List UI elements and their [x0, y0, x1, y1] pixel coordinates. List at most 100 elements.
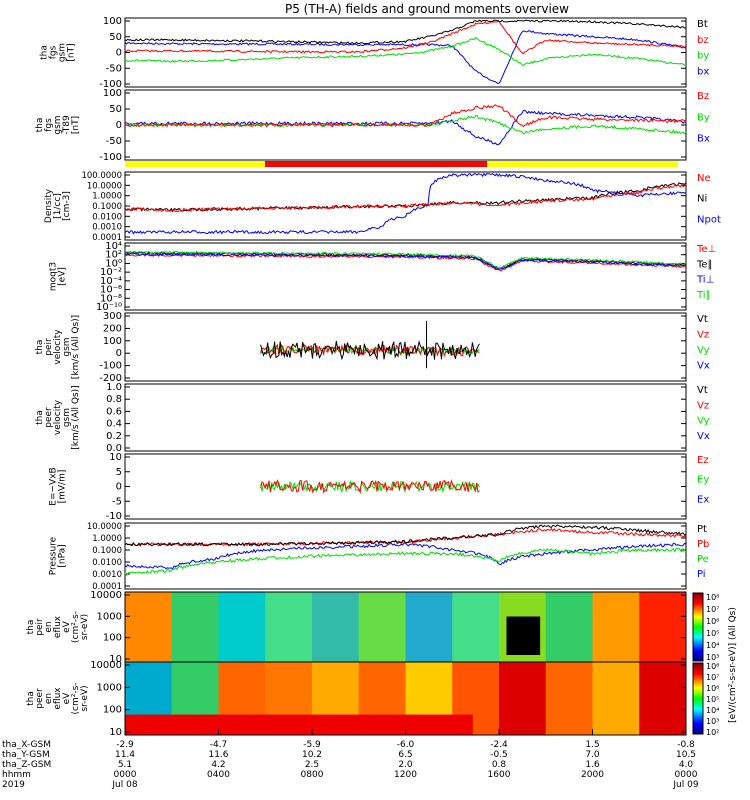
panel-density: 100.000010.00001.00000.10000.01000.00100… [44, 171, 721, 243]
spectrogram-band [639, 592, 687, 662]
axis-row-value: 1200 [394, 770, 417, 780]
y-axis-label: peer [44, 407, 54, 428]
y-axis-label: gsm [58, 43, 68, 62]
axis-row-value: 4.2 [211, 760, 225, 770]
y-tick-label: 0 [116, 120, 122, 131]
y-tick-label: 10⁻² [100, 267, 122, 278]
y-axis-label: [km/s (All Qs)] [71, 315, 81, 379]
panel-frame [124, 242, 687, 311]
panel-peer-velocity: 1.00.80.6 0.40.20.0 tha peer velocity gsm [km/… [35, 382, 710, 454]
y-tick-label: 0.1000 [92, 546, 122, 556]
y-axis-label: tha [26, 691, 36, 706]
series-temperature [124, 253, 687, 272]
pressure-traces [124, 524, 687, 577]
y-axis-label: sr-eV) [80, 685, 90, 711]
y-axis-label: peir [44, 338, 54, 356]
y-axis-label: en [44, 693, 54, 704]
y-tick-label: 5 [116, 467, 122, 478]
y-tick-label: -10 [106, 511, 122, 522]
axis-row-value: -4.7 [210, 740, 228, 750]
temperature-traces [124, 250, 687, 272]
y-tick-label: -50 [106, 63, 122, 74]
y-tick-label: -50 [106, 136, 122, 147]
series-pe [124, 547, 687, 577]
y-axis-label: peir [35, 618, 45, 636]
y-axis-label: en [44, 621, 54, 632]
y-tick-label: 10.0000 [87, 522, 122, 532]
axis-row-value: 2.0 [398, 760, 413, 770]
series-efield [260, 479, 480, 495]
axis-row-value: 1.6 [585, 760, 600, 770]
y-tick-label: -5 [112, 496, 122, 507]
legend-ti⊥: Ti⊥ [696, 275, 714, 286]
legend-vt: Vt [697, 385, 708, 396]
series-efield [260, 479, 480, 494]
y-tick-label: 0.6 [106, 406, 122, 417]
series-velocity [260, 339, 480, 361]
axis-row-value: 11.4 [115, 750, 135, 760]
y-tick-label: 0.2 [106, 431, 122, 442]
series-temperature [124, 250, 687, 270]
spectrogram-band [265, 592, 313, 662]
axis-row-label: tha_Y-GSM [2, 750, 50, 760]
colorbar-tick: 10⁸ [706, 662, 719, 671]
axis-row-value: 4.0 [679, 760, 694, 770]
axis-row-value: 10.2 [302, 750, 322, 760]
y-tick-label: 0.0010 [92, 223, 122, 233]
series-pb [124, 527, 687, 547]
y-axis-label: peer [35, 688, 45, 709]
axis-row-label: 2019 [2, 780, 25, 790]
y-axis-label: Density [44, 188, 54, 223]
efield-traces [260, 479, 480, 495]
y-axis-label: eflux [53, 687, 63, 710]
y-tick-label: 100 [103, 336, 122, 347]
y-axis-label: (cm²-s- [71, 611, 81, 643]
spectrogram-band [506, 616, 541, 655]
axis-row-value: -2.4 [490, 740, 508, 750]
axis-row-label: hhmm [2, 770, 31, 780]
y-tick-label: -100 [99, 152, 122, 163]
legend-ti∥: Ti∥ [696, 290, 711, 301]
y-tick-label: 10⁰ [105, 258, 122, 269]
y-axis-label: eV [62, 692, 72, 705]
panel-fgs-detrend: 100 50 0 -50 -100 tha fgs gsm -T89 [nT] Bz By Bx [35, 88, 710, 163]
legend-ne: Ne [697, 173, 711, 184]
y-tick-label: 50 [109, 104, 122, 115]
panel-frame [124, 171, 687, 241]
colorbar-tick: 10⁵ [706, 695, 719, 704]
spectrogram-band [125, 714, 473, 735]
series-velocity [260, 344, 480, 355]
series-bz [124, 104, 687, 128]
fgs-detrend-traces [124, 104, 687, 146]
panel-frame [124, 312, 687, 382]
axis-row-value: Jul 08 [111, 780, 137, 790]
y-axis-label: (cm²-s- [71, 682, 81, 714]
spectrogram-band [218, 592, 266, 662]
colorbar-tick: 10⁷ [706, 605, 719, 614]
y-tick-label: 0.1000 [92, 202, 122, 212]
axis-row-value: 11.6 [208, 750, 228, 760]
series-temperature [124, 252, 686, 270]
y-axis-label: velocity [53, 329, 63, 365]
y-axis-label: [eV] [58, 267, 68, 286]
status-bar-segment [265, 161, 487, 167]
spectrogram-band [545, 662, 593, 735]
colorbar-tick: 10⁴ [706, 641, 719, 650]
y-axis-label: fgs [49, 45, 59, 59]
panel-peir-spectrogram: 10000 1000 100 10 tha peir en eflux eV (cm²-s-sr-… [26, 590, 687, 665]
series-npot [124, 172, 687, 235]
y-tick-label: 1000 [97, 611, 122, 622]
y-axis-label: [nT] [71, 116, 81, 134]
y-tick-label: -200 [99, 373, 122, 384]
axis-row-label: tha_Z-GSM [2, 760, 51, 770]
y-tick-label: 10000 [90, 590, 122, 601]
axis-row-value: 5.1 [118, 760, 132, 770]
legend-vy: Vy [697, 345, 710, 356]
legend-vt: Vt [697, 314, 708, 325]
y-tick-label: 0 [116, 48, 122, 59]
axis-row-value: 0.8 [492, 760, 507, 770]
legend-bx: bx [697, 66, 709, 77]
y-axis-label: moqt3 [49, 262, 59, 291]
y-tick-label: 10 [109, 654, 122, 665]
